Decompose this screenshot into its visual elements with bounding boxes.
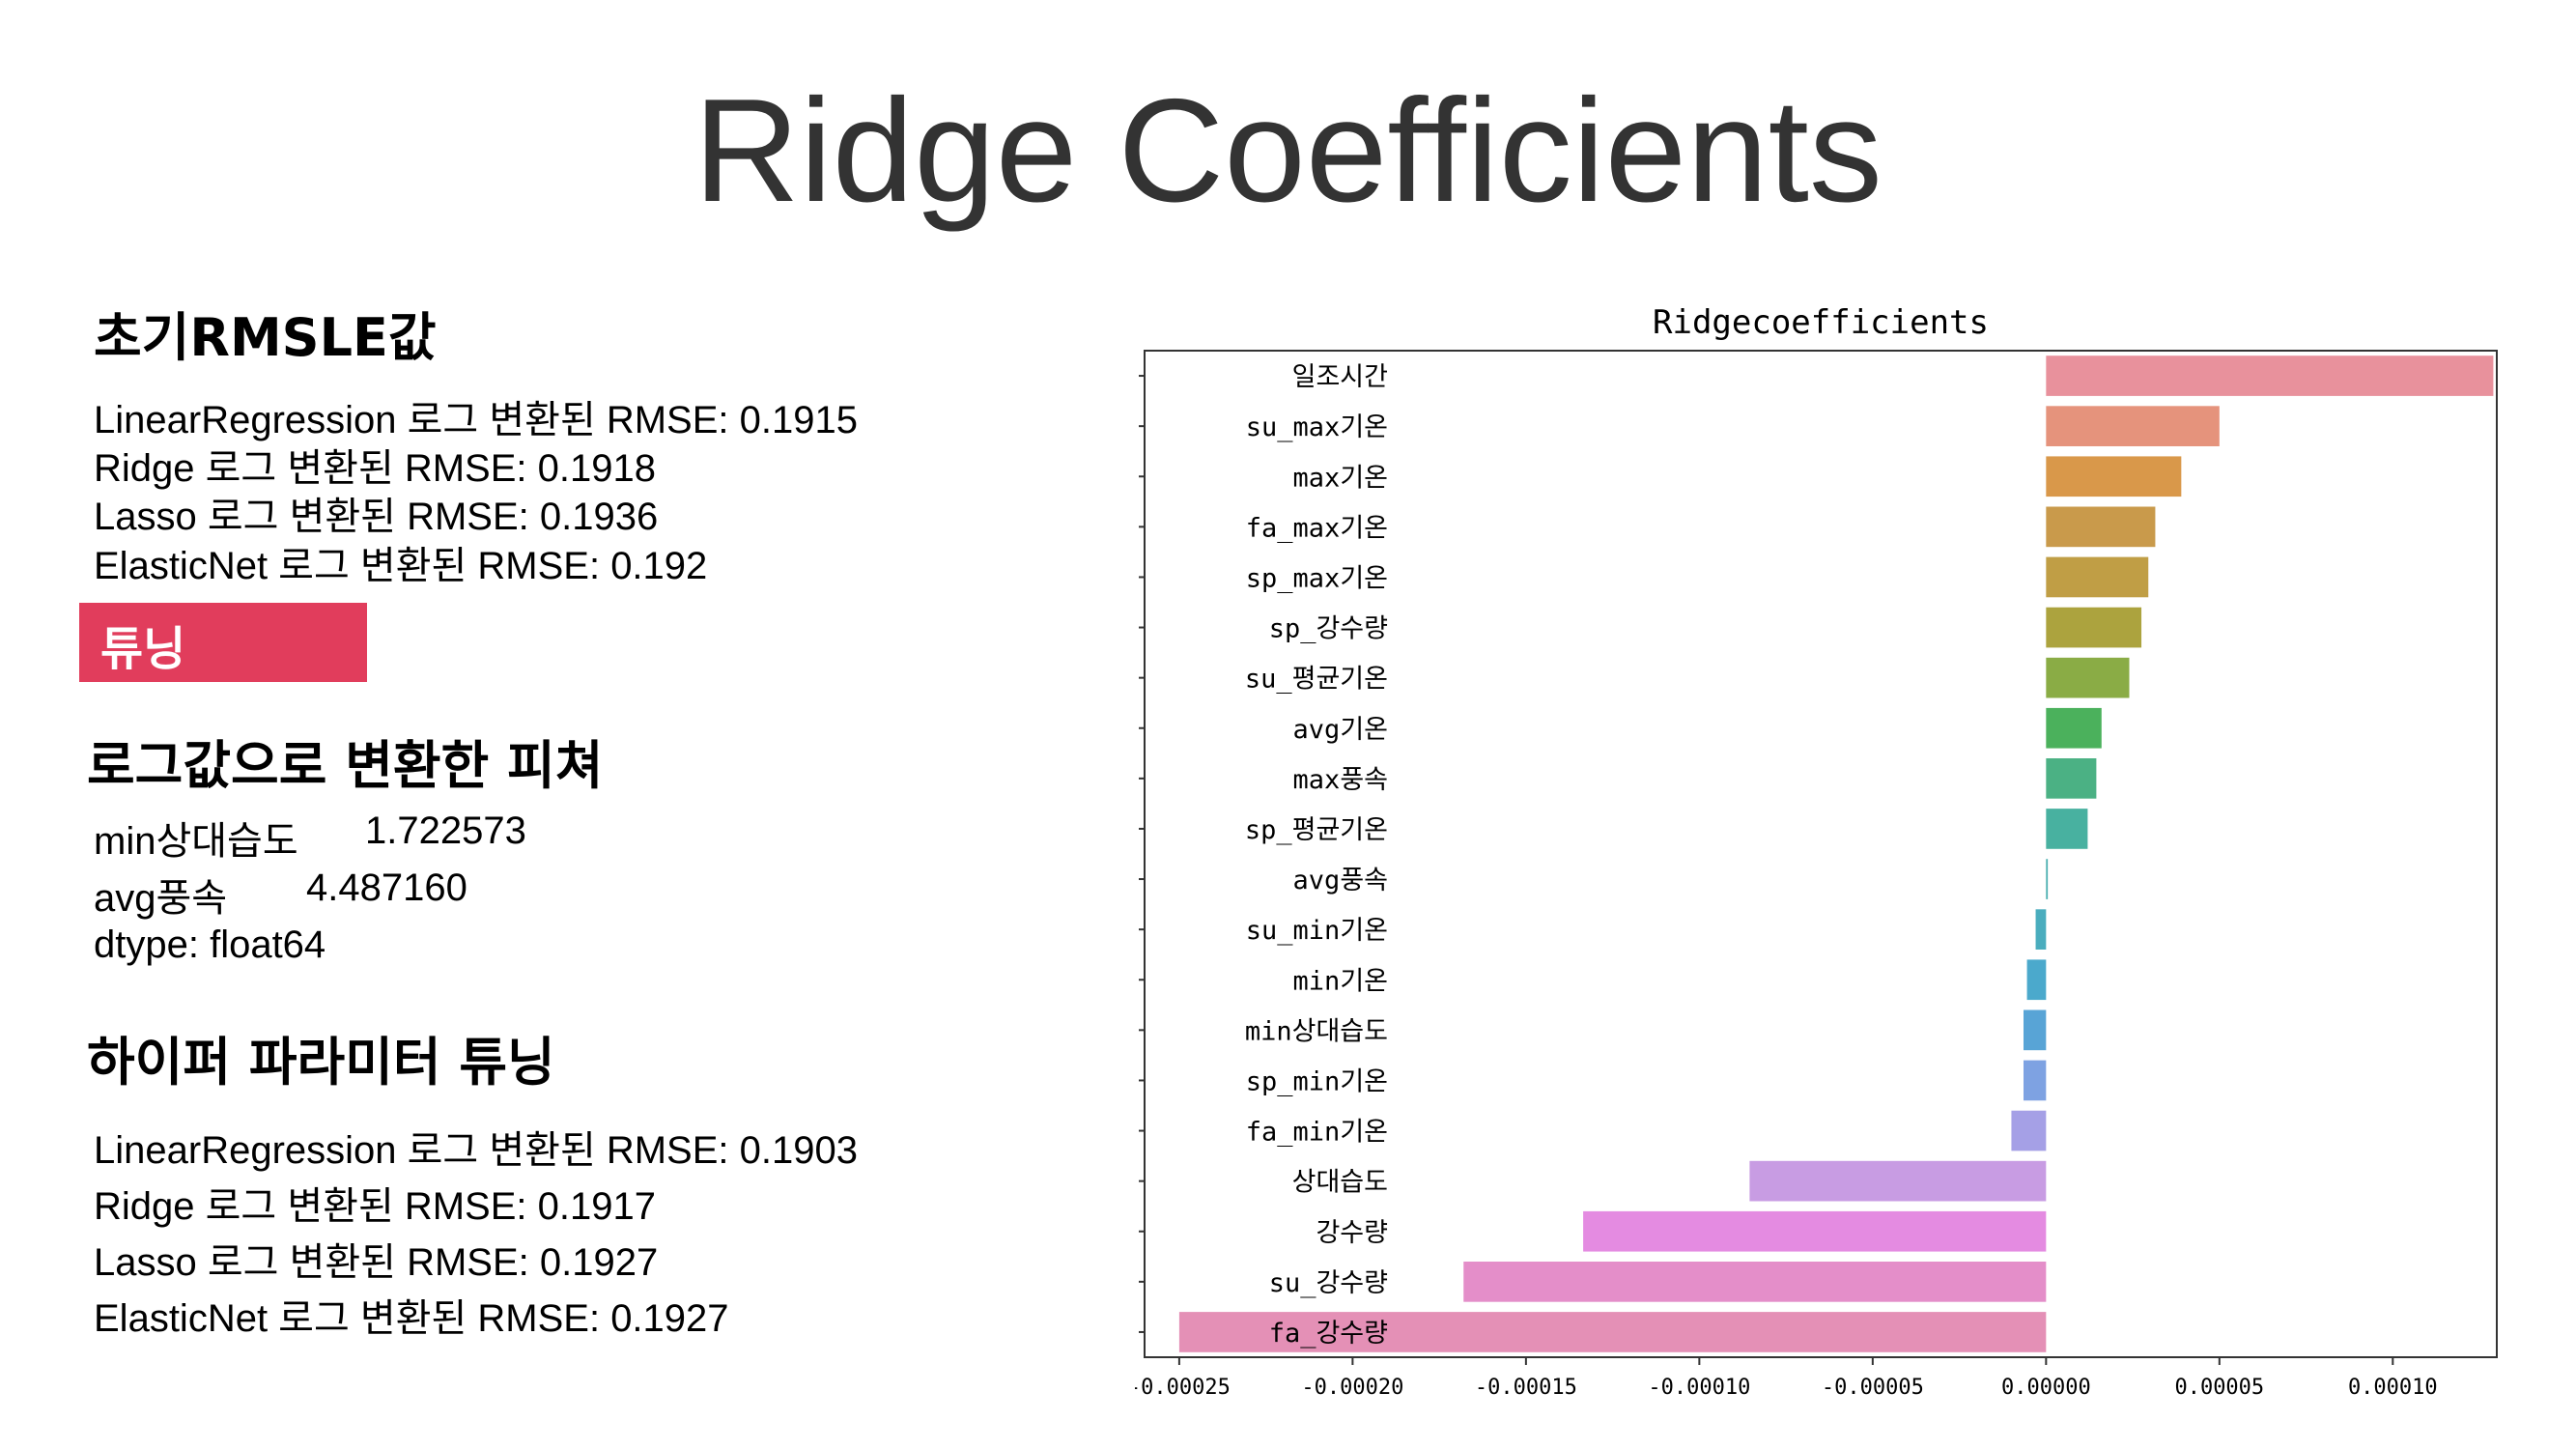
x-tick-label-7: 0.00005 bbox=[2174, 1376, 2264, 1400]
x-tick-label-4: -0.00010 bbox=[1648, 1376, 1750, 1400]
initial-rmse-line-2: Ridge 로그 변환된 RMSE: 0.1918 bbox=[94, 447, 656, 490]
chart-title: Ridgecoefficients bbox=[1653, 303, 1989, 342]
x-tick-label-5: -0.00005 bbox=[1822, 1376, 1924, 1400]
x-tick-label-6: 0.00000 bbox=[2001, 1376, 2091, 1400]
initial-rmse-line-4: ElasticNet 로그 변환된 RMSE: 0.192 bbox=[94, 545, 708, 587]
ridge-coefficient-chart: Ridgecoefficients -0.00025 -0.00020 -0.000… bbox=[1128, 290, 2506, 1401]
category-label-5: sp_max기온 bbox=[1246, 563, 1388, 593]
category-label-16: fa_min기온 bbox=[1246, 1118, 1388, 1148]
bar-11 bbox=[2046, 859, 2049, 899]
initial-rmse-line-1: LinearRegression 로그 변환된 RMSE: 0.1915 bbox=[94, 399, 858, 441]
bar-13 bbox=[2026, 959, 2047, 1001]
bar-10 bbox=[2046, 809, 2088, 849]
bar-5 bbox=[2046, 556, 2149, 598]
category-label-8: avg기온 bbox=[1293, 715, 1388, 745]
plot-frame bbox=[1144, 350, 2498, 1358]
bar-12 bbox=[2035, 909, 2047, 950]
category-label-14: min상대습도 bbox=[1245, 1016, 1388, 1046]
log-features-heading: 로그값으로 변환한 피쳐 bbox=[87, 735, 604, 796]
category-label-6: sp_강수량 bbox=[1269, 614, 1388, 644]
x-tick-label-2: -0.00020 bbox=[1301, 1376, 1403, 1400]
x-tick-label-3: -0.00015 bbox=[1475, 1376, 1577, 1400]
bar-17 bbox=[1749, 1160, 2047, 1202]
log-feature-name-2: avg풍속 bbox=[94, 877, 228, 920]
tuning-tag: 튜닝 bbox=[79, 603, 367, 682]
bar-7 bbox=[2046, 657, 2130, 698]
category-label-9: max풍속 bbox=[1293, 765, 1388, 795]
bar-9 bbox=[2046, 758, 2097, 799]
category-label-18: 강수량 bbox=[1316, 1218, 1388, 1248]
tuned-rmse-line-2: Ridge 로그 변환된 RMSE: 0.1917 bbox=[94, 1185, 656, 1228]
bar-3 bbox=[2046, 456, 2182, 497]
bar-2 bbox=[2046, 406, 2220, 446]
bar-16 bbox=[2011, 1110, 2047, 1151]
category-label-2: su_max기온 bbox=[1246, 412, 1388, 442]
bar-1 bbox=[2046, 355, 2494, 396]
bar-8 bbox=[2046, 707, 2102, 749]
tuned-rmse-line-4: ElasticNet 로그 변환된 RMSE: 0.1927 bbox=[94, 1297, 729, 1340]
initial-rmsle-heading: 초기RMSLE값 bbox=[94, 307, 437, 368]
bar-15 bbox=[2024, 1060, 2047, 1101]
log-feature-name-1: min상대습도 bbox=[94, 820, 298, 863]
category-label-10: sp_평균기온 bbox=[1245, 815, 1388, 845]
log-feature-value-1: 1.722573 bbox=[365, 810, 526, 852]
bar-6 bbox=[2046, 607, 2142, 648]
initial-rmse-line-3: Lasso 로그 변환된 RMSE: 0.1936 bbox=[94, 496, 659, 538]
category-label-13: min기온 bbox=[1293, 966, 1388, 996]
tuned-rmse-line-3: Lasso 로그 변환된 RMSE: 0.1927 bbox=[94, 1241, 659, 1284]
category-label-3: max기온 bbox=[1293, 463, 1388, 493]
hyperparameter-tuning-heading: 하이퍼 파라미터 튜닝 bbox=[87, 1032, 555, 1093]
x-tick-label-1: -0.00025 bbox=[1135, 1376, 1231, 1400]
category-label-7: su_평균기온 bbox=[1245, 665, 1388, 695]
bar-14 bbox=[2024, 1009, 2047, 1051]
bar-20 bbox=[1178, 1312, 2047, 1352]
category-label-19: su_강수량 bbox=[1269, 1268, 1388, 1298]
chart-svg: Ridgecoefficients -0.00025 -0.00020 -0.000… bbox=[1128, 303, 2498, 1400]
category-label-20: fa_강수량 bbox=[1269, 1319, 1388, 1349]
bar-18 bbox=[1583, 1210, 2047, 1252]
bar-4 bbox=[2046, 506, 2156, 548]
category-label-1: 일조시간 bbox=[1292, 362, 1388, 392]
x-tick-label-8: 0.00010 bbox=[2348, 1376, 2438, 1400]
category-label-15: sp_min기온 bbox=[1246, 1066, 1388, 1096]
bar-19 bbox=[1463, 1262, 2047, 1302]
category-label-17: 상대습도 bbox=[1292, 1168, 1388, 1198]
log-feature-value-2: 4.487160 bbox=[306, 867, 467, 909]
dtype-line: dtype: float64 bbox=[94, 923, 326, 966]
category-label-12: su_min기온 bbox=[1246, 916, 1388, 946]
tuned-rmse-line-1: LinearRegression 로그 변환된 RMSE: 0.1903 bbox=[94, 1129, 858, 1172]
slide-title: Ridge Coefficients bbox=[694, 69, 1882, 233]
category-label-4: fa_max기온 bbox=[1246, 513, 1388, 543]
category-label-11: avg풍속 bbox=[1293, 866, 1388, 895]
